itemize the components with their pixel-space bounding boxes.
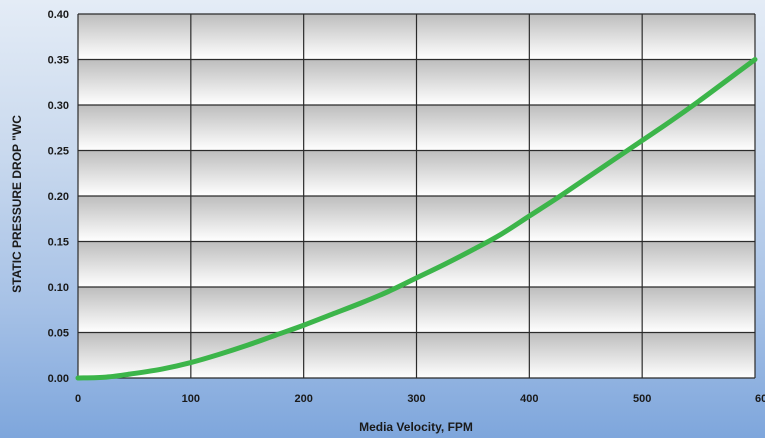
y-tick-labels: 0.00 0.05 0.10 0.15 0.20 0.25 0.30 0.35 0.40 xyxy=(48,9,69,385)
y-tick-label: 0.00 xyxy=(48,373,69,385)
grid-lines xyxy=(77,13,756,379)
y-tick-label: 0.15 xyxy=(48,237,69,249)
series-layer xyxy=(75,57,758,381)
y-tick-label: 0.20 xyxy=(48,191,69,203)
x-tick-label: 100 xyxy=(182,393,200,405)
x-tick-label: 500 xyxy=(633,393,651,405)
y-axis-label: STATIC PRESSURE DROP "WC xyxy=(10,115,24,293)
y-tick-label: 0.30 xyxy=(48,100,69,112)
x-tick-labels: 0 100 200 300 400 500 600 xyxy=(75,393,765,405)
y-tick-label: 0.05 xyxy=(48,328,69,340)
x-tick-label: 300 xyxy=(407,393,425,405)
y-tick-label: 0.25 xyxy=(48,146,69,158)
x-tick-label: 400 xyxy=(520,393,538,405)
series-line xyxy=(75,57,758,381)
x-axis-label: Media Velocity, FPM xyxy=(359,420,473,434)
y-tick-label: 0.35 xyxy=(48,55,69,67)
y-tick-label: 0.40 xyxy=(48,9,69,21)
y-tick-label: 0.10 xyxy=(48,282,69,294)
x-tick-label: 600 xyxy=(755,393,765,405)
x-tick-label: 0 xyxy=(75,393,81,405)
x-tick-label: 200 xyxy=(294,393,312,405)
